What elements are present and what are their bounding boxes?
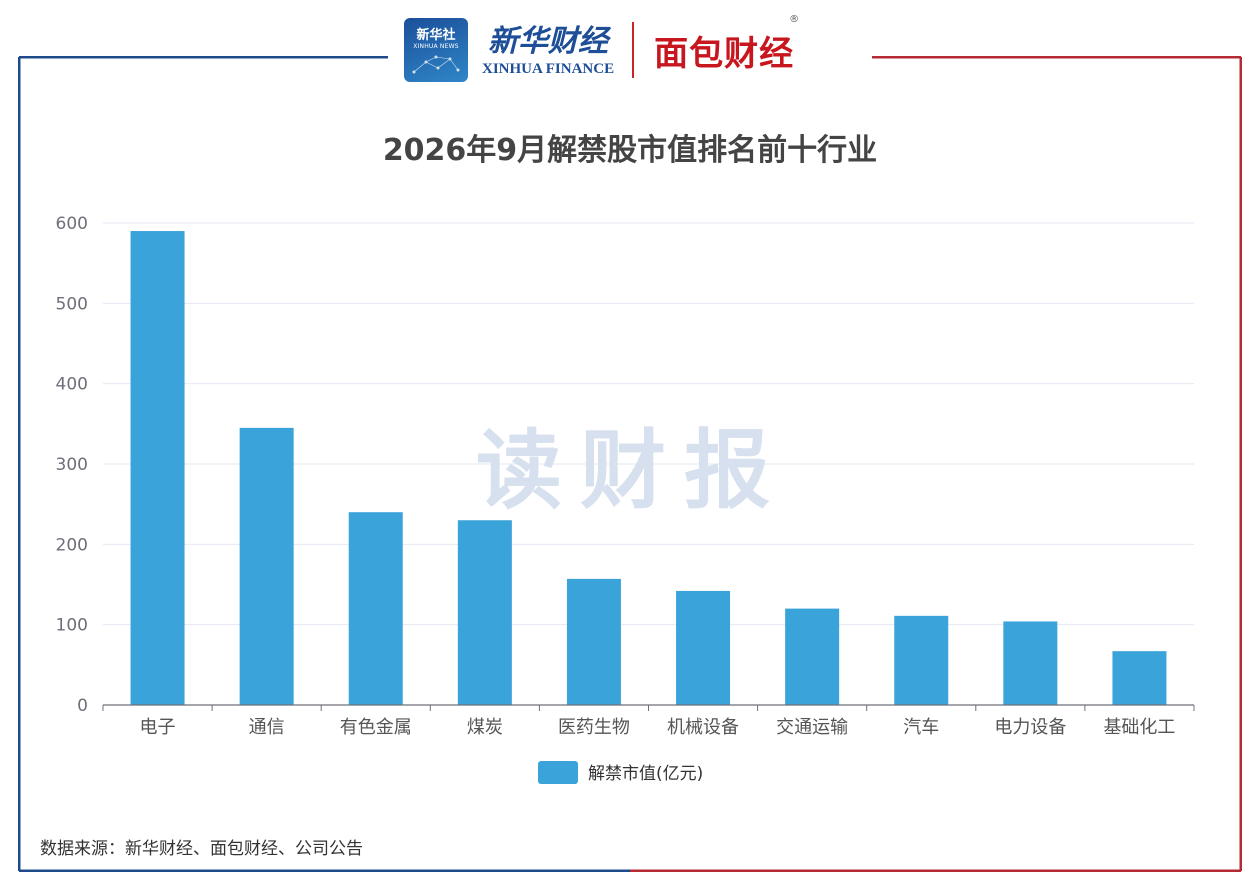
- xinhua-finance-logo-en: XINHUA FINANCE: [482, 61, 615, 77]
- x-tick-label: 基础化工: [1103, 717, 1175, 738]
- bar-2[interactable]: [239, 427, 294, 705]
- header-logos: 新华社 XINHUA NEWS 新华财经 XINHUA FINANCE 面包财经…: [388, 8, 872, 92]
- y-tick-label: 500: [56, 294, 88, 314]
- logo-divider: [632, 22, 635, 78]
- chart-title: 2026年9月解禁股市值排名前十行业: [383, 133, 877, 168]
- y-tick-label: 100: [56, 616, 88, 636]
- data-source-note: 数据来源：新华财经、面包财经、公司公告: [40, 839, 363, 859]
- legend-swatch[interactable]: [538, 761, 578, 784]
- x-tick-label: 电子: [140, 717, 176, 738]
- mianbao-finance-logo: 面包财经 ®: [654, 14, 799, 75]
- xinhua-news-logo-cn: 新华社: [416, 28, 456, 43]
- xinhua-news-logo-en: XINHUA NEWS: [413, 43, 459, 50]
- y-tick-label: 0: [77, 696, 88, 716]
- mianbao-finance-logo-cn: 面包财经: [654, 33, 795, 74]
- bar-4[interactable]: [457, 520, 512, 705]
- watermark: 读财报: [476, 421, 788, 521]
- y-tick-label: 200: [56, 535, 88, 555]
- xinhua-finance-logo: 新华财经 XINHUA FINANCE: [482, 23, 614, 77]
- xinhua-finance-logo-cn: 新华财经: [488, 24, 609, 59]
- x-tick-label: 通信: [249, 717, 285, 738]
- x-tick-label: 电力设备: [994, 717, 1066, 738]
- bar-5[interactable]: [566, 578, 621, 705]
- x-tick-label: 煤炭: [467, 717, 503, 738]
- x-tick-label: 汽车: [903, 717, 939, 738]
- x-tick-label: 医药生物: [558, 717, 630, 738]
- y-tick-label: 300: [56, 455, 88, 475]
- bar-10[interactable]: [1112, 651, 1167, 705]
- axes: 0 100 200 300 400 500 600 电子 通信 有色金属 煤炭 医药生物 机械设备 交通运…: [56, 214, 1195, 738]
- bar-9[interactable]: [1003, 621, 1058, 705]
- y-tick-label: 400: [56, 375, 88, 395]
- bar-7[interactable]: [785, 608, 840, 705]
- bar-8[interactable]: [894, 615, 949, 705]
- network-icon: [412, 55, 460, 74]
- x-tick-label: 交通运输: [776, 717, 848, 738]
- legend-label[interactable]: 解禁市值(亿元): [588, 764, 703, 784]
- legend[interactable]: 解禁市值(亿元): [538, 761, 703, 784]
- y-tick-label: 600: [56, 214, 88, 234]
- bar-3[interactable]: [348, 512, 403, 705]
- bar-6[interactable]: [676, 590, 731, 705]
- x-tick-label: 有色金属: [340, 717, 412, 738]
- bar-1[interactable]: [130, 231, 185, 706]
- x-tick-label: 机械设备: [667, 717, 739, 738]
- registered-mark: ®: [789, 13, 801, 25]
- xinhua-news-logo: 新华社 XINHUA NEWS: [404, 18, 468, 82]
- bar-series: [130, 231, 1167, 706]
